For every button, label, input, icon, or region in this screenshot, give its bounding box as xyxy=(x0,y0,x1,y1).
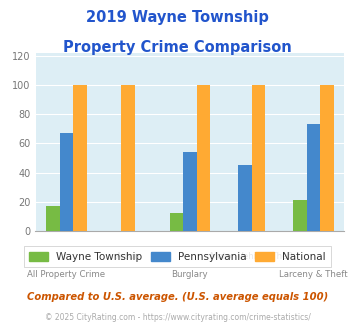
Bar xyxy=(60,133,73,231)
Bar xyxy=(170,214,183,231)
Text: All Property Crime: All Property Crime xyxy=(27,270,105,279)
Text: Larceny & Theft: Larceny & Theft xyxy=(279,270,348,279)
Bar xyxy=(73,85,87,231)
Text: Property Crime Comparison: Property Crime Comparison xyxy=(63,40,292,54)
Bar xyxy=(252,85,265,231)
Bar xyxy=(238,165,252,231)
Text: Motor Vehicle Theft: Motor Vehicle Theft xyxy=(210,252,294,261)
Bar xyxy=(307,124,320,231)
Bar xyxy=(320,85,334,231)
Bar xyxy=(197,85,210,231)
Text: © 2025 CityRating.com - https://www.cityrating.com/crime-statistics/: © 2025 CityRating.com - https://www.city… xyxy=(45,313,310,322)
Text: Compared to U.S. average. (U.S. average equals 100): Compared to U.S. average. (U.S. average … xyxy=(27,292,328,302)
Bar xyxy=(293,200,307,231)
Text: Arson: Arson xyxy=(116,252,141,261)
Bar xyxy=(46,206,60,231)
Text: 2019 Wayne Township: 2019 Wayne Township xyxy=(86,10,269,25)
Bar xyxy=(183,152,197,231)
Legend: Wayne Township, Pennsylvania, National: Wayne Township, Pennsylvania, National xyxy=(24,247,331,267)
Bar xyxy=(121,85,135,231)
Text: Burglary: Burglary xyxy=(171,270,208,279)
